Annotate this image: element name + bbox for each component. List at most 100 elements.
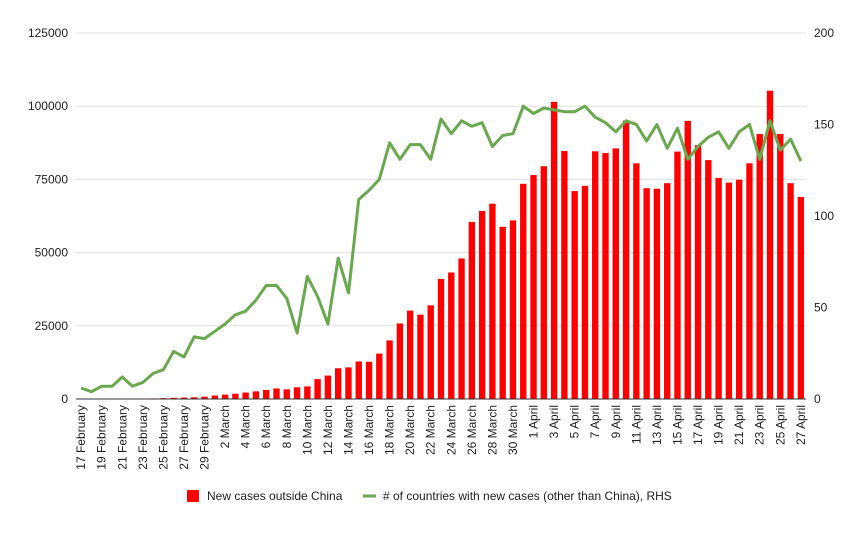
bar: [582, 186, 588, 399]
bar: [489, 204, 495, 399]
bar: [530, 175, 536, 399]
x-tick-label: 19 February: [95, 405, 109, 470]
x-tick-label: 7 April: [588, 405, 602, 438]
bar: [787, 183, 793, 399]
bar: [345, 367, 351, 399]
x-tick-label: 13 April: [650, 405, 664, 445]
bar: [757, 134, 763, 399]
y-left-tick-label: 75000: [35, 172, 69, 186]
x-tick-label: 29 February: [198, 405, 212, 470]
x-tick-label: 23 February: [136, 405, 150, 470]
bar: [458, 258, 464, 399]
bar: [705, 160, 711, 399]
y-right-tick-label: 0: [814, 392, 821, 406]
bar: [356, 362, 362, 399]
bar: [366, 362, 372, 399]
x-tick-label: 17 February: [74, 405, 88, 470]
bar: [695, 145, 701, 399]
bar: [798, 197, 804, 399]
x-tick-label: 18 March: [383, 405, 397, 455]
y-left-tick-label: 50000: [35, 246, 69, 260]
bar: [325, 376, 331, 399]
bar: [479, 211, 485, 399]
legend-swatch-bars: [187, 490, 199, 502]
x-tick-label: 12 March: [321, 405, 335, 455]
bar: [623, 121, 629, 399]
bar: [520, 184, 526, 399]
x-tick-label: 19 April: [712, 405, 726, 445]
x-tick-label: 21 February: [115, 405, 129, 470]
x-tick-label: 22 March: [424, 405, 438, 455]
bar: [428, 305, 434, 399]
bar: [726, 183, 732, 399]
x-tick-label: 24 March: [444, 405, 458, 455]
bar: [222, 395, 228, 399]
y-right-tick-label: 100: [814, 209, 834, 223]
y-left-tick-label: 125000: [28, 26, 68, 40]
y-left-tick-label: 0: [61, 392, 68, 406]
bar: [777, 134, 783, 399]
x-tick-label: 14 March: [341, 405, 355, 455]
bar: [314, 379, 320, 399]
y-right-tick-label: 150: [814, 118, 834, 132]
bar: [417, 315, 423, 399]
legend: New cases outside China # of countries w…: [187, 489, 672, 503]
legend-label-bars: New cases outside China: [207, 489, 343, 503]
bar: [685, 121, 691, 399]
x-tick-label: 15 April: [670, 405, 684, 445]
bar: [602, 153, 608, 399]
bar: [541, 166, 547, 399]
y-right-tick-label: 200: [814, 26, 834, 40]
bar: [736, 180, 742, 399]
bar: [242, 393, 248, 399]
x-tick-label: 27 April: [794, 405, 808, 445]
x-tick-label: 20 March: [403, 405, 417, 455]
x-tick-label: 25 February: [156, 405, 170, 470]
bar: [212, 395, 218, 399]
bar: [438, 279, 444, 399]
bar: [767, 91, 773, 399]
bar: [510, 220, 516, 399]
x-tick-label: 5 April: [568, 405, 582, 438]
bar: [386, 340, 392, 399]
bar: [397, 323, 403, 399]
x-tick-label: 27 February: [177, 405, 191, 470]
x-tick-label: 28 March: [485, 405, 499, 455]
bar: [592, 151, 598, 399]
bar: [500, 227, 506, 399]
bar: [284, 389, 290, 399]
bar: [304, 386, 310, 399]
bar: [263, 390, 269, 399]
bar: [664, 183, 670, 399]
x-tick-label: 4 March: [239, 405, 253, 448]
bar: [335, 368, 341, 399]
y-right-tick-label: 50: [814, 301, 828, 315]
y-left-tick-label: 100000: [28, 99, 68, 113]
bar: [654, 189, 660, 399]
bar: [561, 151, 567, 399]
bar: [253, 391, 259, 399]
bar: [746, 163, 752, 399]
x-tick-label: 10 March: [300, 405, 314, 455]
bar: [376, 354, 382, 399]
x-tick-label: 11 April: [629, 405, 643, 444]
bar: [469, 222, 475, 399]
bar: [633, 163, 639, 399]
x-tick-label: 26 March: [465, 405, 479, 455]
bar: [613, 148, 619, 399]
axes: 0 25000 50000 75000 100000 125000 0 50 100 150 200…: [28, 26, 834, 470]
x-tick-label: 9 April: [609, 405, 623, 438]
bar: [715, 178, 721, 399]
x-tick-label: 25 April: [773, 405, 787, 445]
bar: [674, 152, 680, 399]
x-tick-label: 16 March: [362, 405, 376, 455]
x-tick-label: 3 April: [547, 405, 561, 438]
bar: [273, 388, 279, 399]
bar: [448, 273, 454, 399]
x-tick-label: 17 April: [691, 405, 705, 445]
x-tick-label: 30 March: [506, 405, 520, 455]
y-left-tick-label: 25000: [35, 319, 69, 333]
x-tick-label: 6 March: [259, 405, 273, 448]
